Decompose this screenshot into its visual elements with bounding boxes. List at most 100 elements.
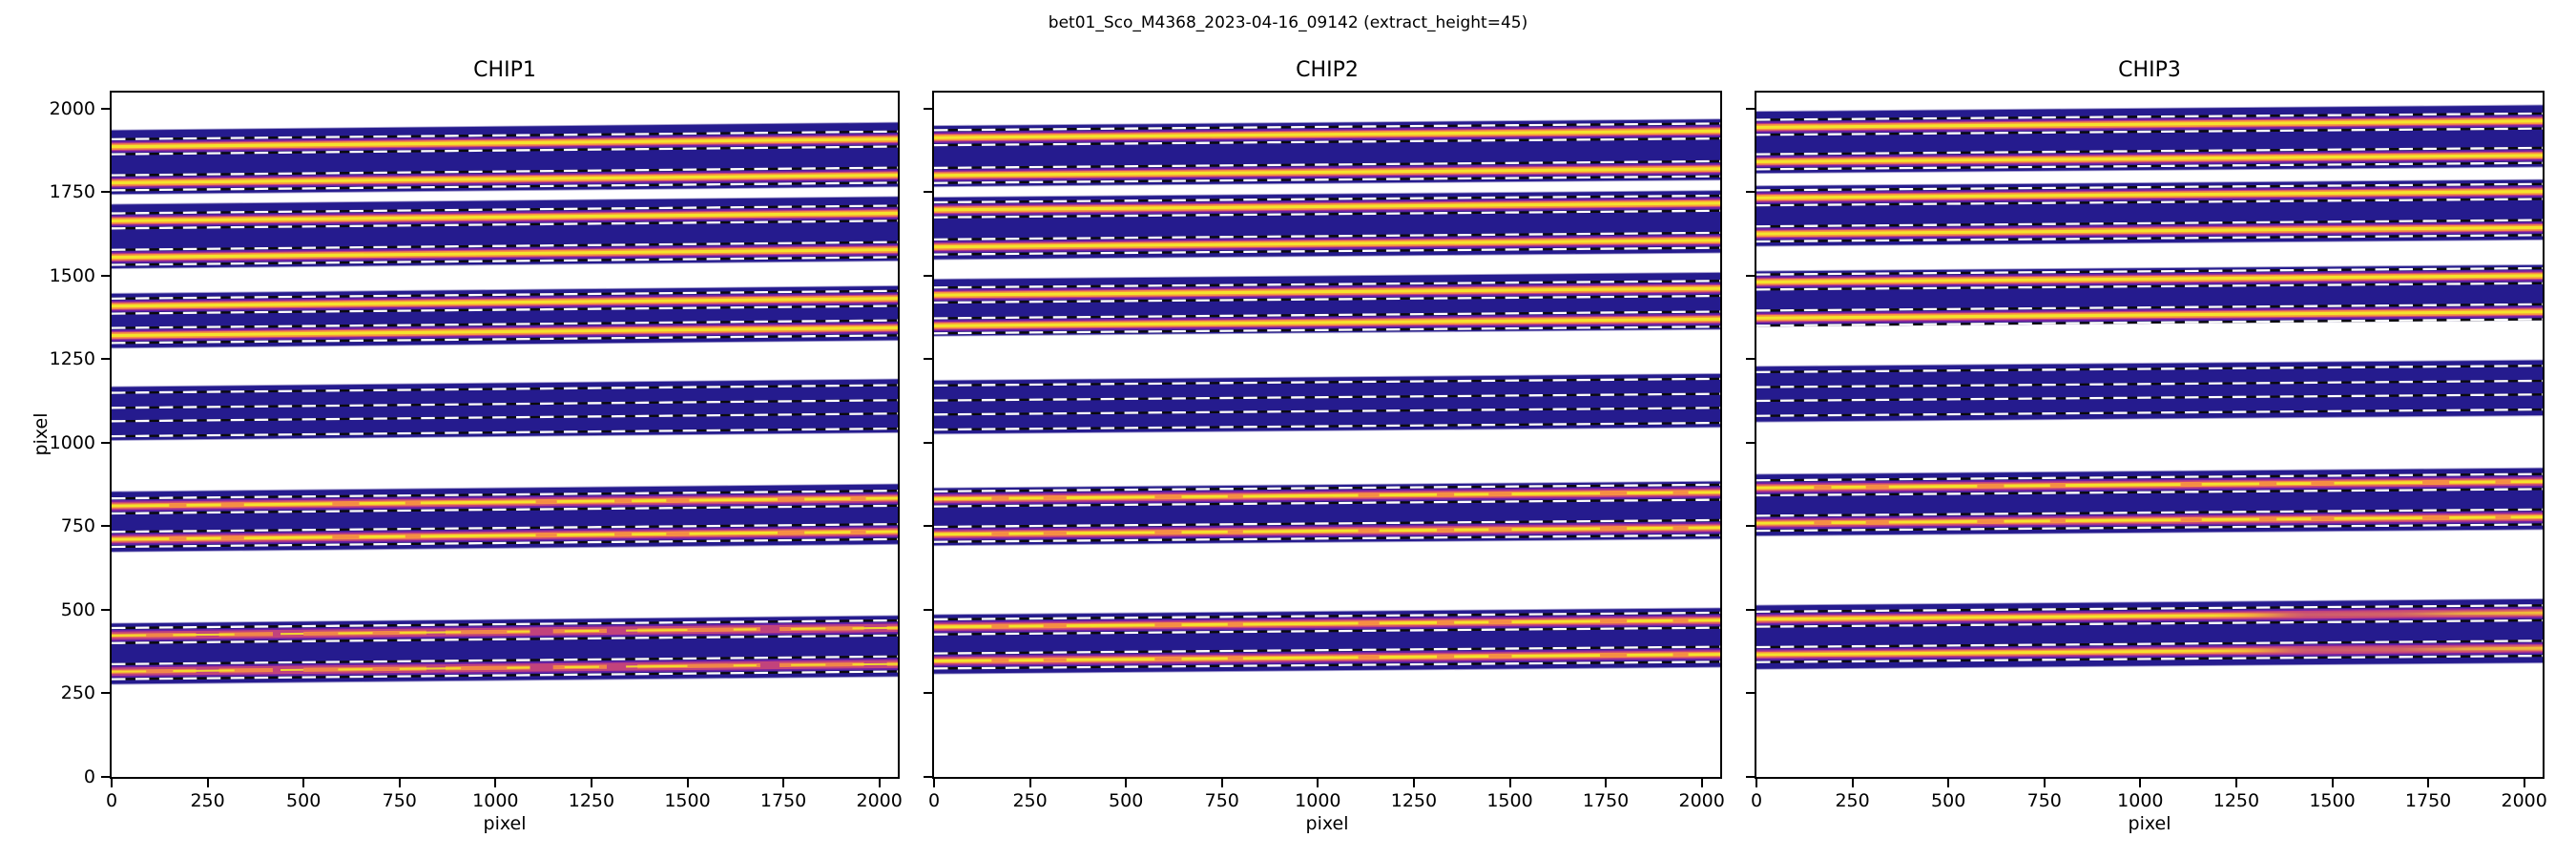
x-tick-label: 0 — [927, 790, 941, 811]
y-tick-mark — [924, 191, 932, 194]
y-tick-label: 500 — [60, 598, 95, 620]
x-tick-label: 1750 — [2404, 790, 2452, 811]
y-tick-mark — [101, 107, 110, 110]
y-tick-mark — [924, 358, 932, 361]
x-tick-label: 1500 — [2309, 790, 2356, 811]
chip3-plot-area — [1755, 91, 2545, 779]
y-tick-mark — [101, 274, 110, 277]
x-tick-label: 1250 — [1390, 790, 1438, 811]
x-tick-mark — [1755, 779, 1757, 787]
x-tick-label: 2000 — [1678, 790, 1725, 811]
y-tick-mark — [924, 692, 932, 695]
y-tick-mark — [1746, 358, 1755, 361]
y-tick-mark — [924, 776, 932, 778]
x-tick-mark — [111, 779, 113, 787]
x-tick-mark — [1412, 779, 1415, 787]
x-tick-label: 0 — [1750, 790, 1763, 811]
x-tick-label: 250 — [1012, 790, 1048, 811]
x-tick-label: 1500 — [664, 790, 711, 811]
y-tick-mark — [101, 525, 110, 528]
x-tick-label: 750 — [1204, 790, 1239, 811]
y-tick-mark — [924, 441, 932, 444]
x-tick-mark — [2043, 779, 2046, 787]
x-tick-label: 500 — [1931, 790, 1966, 811]
y-tick-label: 0 — [83, 766, 95, 787]
y-tick-mark — [101, 692, 110, 695]
chip1-title: CHIP1 — [473, 58, 536, 82]
x-tick-mark — [206, 779, 209, 787]
y-tick-label: 1500 — [49, 264, 95, 286]
y-tick-label: 750 — [60, 515, 95, 537]
x-tick-mark — [590, 779, 592, 787]
x-tick-mark — [398, 779, 401, 787]
x-tick-mark — [1317, 779, 1319, 787]
x-tick-label: 500 — [286, 790, 322, 811]
x-tick-mark — [2331, 779, 2334, 787]
y-tick-mark — [1746, 776, 1755, 778]
x-tick-label: 1500 — [1486, 790, 1533, 811]
x-tick-mark — [1700, 779, 1703, 787]
chip3-xlabel: pixel — [2128, 813, 2171, 834]
y-tick-mark — [1746, 274, 1755, 277]
y-tick-mark — [924, 608, 932, 611]
y-tick-label: 1250 — [49, 348, 95, 370]
y-tick-mark — [924, 525, 932, 528]
chip3-title: CHIP3 — [2118, 58, 2181, 82]
x-tick-mark — [1851, 779, 1854, 787]
x-tick-mark — [1508, 779, 1511, 787]
x-tick-mark — [1125, 779, 1128, 787]
x-tick-label: 0 — [105, 790, 118, 811]
x-tick-mark — [878, 779, 881, 787]
chip1-xlabel: pixel — [483, 813, 527, 834]
chip2-trace-image — [934, 118, 1720, 675]
y-tick-label: 250 — [60, 682, 95, 704]
order-strip — [112, 379, 898, 441]
x-tick-label: 1750 — [759, 790, 807, 811]
x-tick-label: 750 — [382, 790, 417, 811]
y-tick-mark — [1746, 692, 1755, 695]
x-tick-mark — [2523, 779, 2525, 787]
y-tick-mark — [1746, 441, 1755, 444]
y-tick-label: 1000 — [49, 431, 95, 453]
chip3-trace-image — [1756, 104, 2543, 670]
x-tick-label: 1000 — [2117, 790, 2164, 811]
x-tick-label: 2000 — [856, 790, 903, 811]
x-tick-label: 1250 — [568, 790, 615, 811]
y-tick-mark — [1746, 525, 1755, 528]
y-tick-mark — [1746, 191, 1755, 194]
y-tick-mark — [101, 608, 110, 611]
x-tick-mark — [1220, 779, 1223, 787]
y-tick-mark — [101, 441, 110, 444]
chip1-trace-image — [112, 121, 898, 685]
chip1-plot-area — [110, 91, 900, 779]
x-tick-mark — [1947, 779, 1950, 787]
chip2-xlabel: pixel — [1305, 813, 1349, 834]
x-tick-label: 250 — [190, 790, 225, 811]
y-tick-mark — [101, 358, 110, 361]
x-tick-label: 1000 — [1295, 790, 1341, 811]
figure-title: bet01_Sco_M4368_2023-04-16_09142 (extrac… — [1048, 13, 1528, 32]
x-tick-label: 750 — [2026, 790, 2062, 811]
y-tick-mark — [924, 274, 932, 277]
chip2-plot-area — [932, 91, 1722, 779]
x-tick-mark — [2427, 779, 2430, 787]
y-tick-mark — [101, 776, 110, 778]
x-tick-label: 250 — [1835, 790, 1870, 811]
chip2-title: CHIP2 — [1296, 58, 1359, 82]
x-tick-mark — [494, 779, 497, 787]
x-tick-label: 1000 — [472, 790, 519, 811]
x-tick-mark — [2234, 779, 2237, 787]
y-tick-mark — [924, 107, 932, 110]
y-tick-mark — [101, 191, 110, 194]
x-tick-mark — [1605, 779, 1608, 787]
x-tick-mark — [2139, 779, 2142, 787]
y-tick-label: 2000 — [49, 97, 95, 119]
x-tick-label: 500 — [1109, 790, 1144, 811]
x-tick-mark — [302, 779, 305, 787]
x-tick-label: 2000 — [2501, 790, 2547, 811]
order-strip — [1756, 360, 2543, 423]
x-tick-mark — [1028, 779, 1031, 787]
x-tick-label: 1250 — [2212, 790, 2260, 811]
x-tick-mark — [782, 779, 785, 787]
